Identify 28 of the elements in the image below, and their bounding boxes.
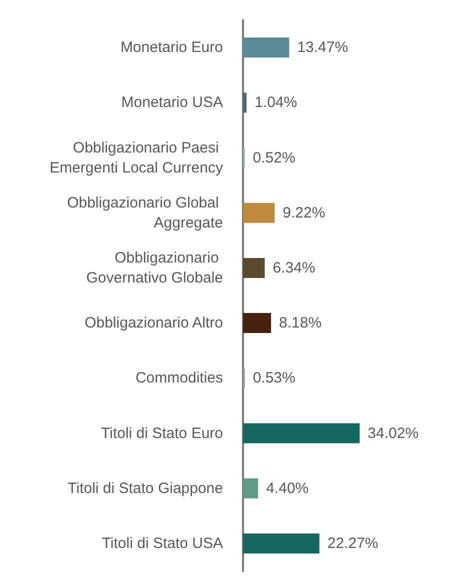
data-label: 13.47% [297,39,348,56]
bar [243,478,258,498]
data-label: 22.27% [327,534,378,552]
bar [243,38,290,58]
bar [243,92,247,113]
data-label: 1.04% [254,94,298,112]
y-tick-label: Monetario USA [121,94,223,112]
y-tick-label: Titoli di Stato Euro [101,424,223,442]
data-label: 8.18% [279,314,322,332]
data-label: 4.40% [266,480,309,497]
y-tick-label: Obbligazionario Altro [84,314,223,332]
bar [243,258,265,278]
y-tick-label: Titoli di Stato Giappone [68,480,223,497]
data-label: 9.22% [282,204,326,222]
y-tick-label: Obbligazionario Global Aggregate [67,194,223,232]
y-tick-label: Obbligazionario Paesi Emergenti Local Currency [50,139,224,176]
y-tick-label: Monetario Euro [120,39,223,56]
bar [243,202,275,223]
data-label: 6.34% [272,259,316,276]
y-tick-label: Commodities [135,370,223,387]
data-label: 0.53% [252,370,296,387]
bar [243,423,360,444]
y-tick-label: Titoli di Stato USA [102,534,223,552]
data-label: 34.02% [368,424,419,442]
y-tick-label: Obbligazionario Governativo Globale [86,249,223,286]
data-label: 0.52% [252,149,296,166]
bar [243,533,320,554]
bar [243,313,272,334]
